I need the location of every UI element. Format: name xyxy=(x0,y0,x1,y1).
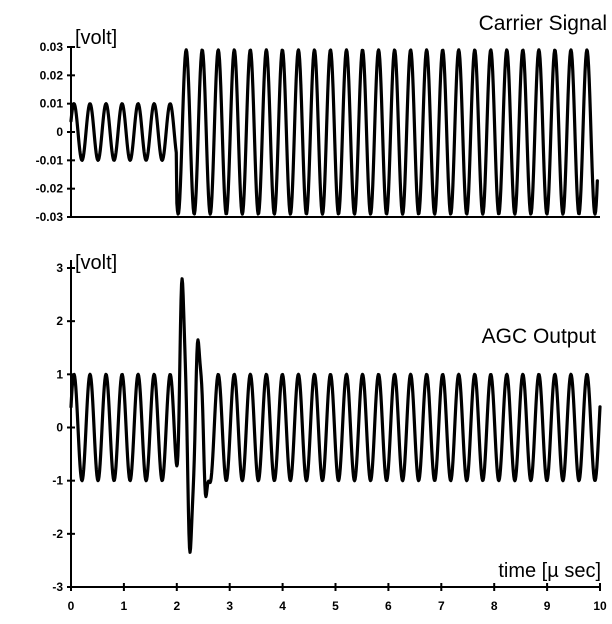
x-axis-label: time [µ sec] xyxy=(498,560,601,582)
x-tick-label: 1 xyxy=(121,599,128,613)
top-y-tick-label: 0.02 xyxy=(40,68,64,82)
bottom-y-tick-label: -2 xyxy=(52,527,63,541)
bottom-y-ticks: 3 2 1 0 -1 -2 -3 xyxy=(52,261,75,594)
x-tick-label: 9 xyxy=(544,599,551,613)
x-tick-label: 3 xyxy=(226,599,233,613)
top-y-tick-label: -0.02 xyxy=(36,182,64,196)
x-tick-label: 0 xyxy=(68,599,75,613)
agc-output-title: AGC Output xyxy=(482,325,597,348)
x-tick-label: 8 xyxy=(491,599,498,613)
top-y-tick-label: 0.03 xyxy=(40,40,64,54)
carrier-signal-title: Carrier Signal xyxy=(479,12,607,35)
x-tick-label: 5 xyxy=(332,599,339,613)
top-y-tick-label: -0.03 xyxy=(36,210,64,224)
top-y-tick-label: 0 xyxy=(56,125,63,139)
agc-output-trace xyxy=(69,277,602,554)
carrier-signal-chart: Carrier Signal [volt] 0.03 0.02 0.01 0 -0.01… xyxy=(36,12,607,224)
bottom-y-tick-label: 3 xyxy=(56,261,63,275)
bottom-y-unit-label: [volt] xyxy=(75,252,117,274)
x-tick-label: 10 xyxy=(593,599,607,613)
top-y-unit-label: [volt] xyxy=(75,27,117,49)
top-y-ticks: 0.03 0.02 0.01 0 -0.01 -0.02 -0.03 xyxy=(36,40,75,224)
carrier-signal-trace xyxy=(69,48,599,216)
bottom-y-tick-label: -1 xyxy=(52,474,63,488)
bottom-y-tick-label: 0 xyxy=(56,421,63,435)
x-tick-label: 7 xyxy=(438,599,445,613)
bottom-y-tick-label: 1 xyxy=(56,367,63,381)
bottom-x-ticks: 0 1 2 3 4 5 6 7 8 9 10 xyxy=(68,583,607,613)
top-y-tick-label: 0.01 xyxy=(40,97,64,111)
agc-output-chart: AGC Output [volt] time [µ sec] 3210-1-2-… xyxy=(52,252,607,613)
x-tick-label: 6 xyxy=(385,599,392,613)
x-tick-label: 2 xyxy=(173,599,180,613)
x-tick-label: 4 xyxy=(279,599,286,613)
top-y-tick-label: -0.01 xyxy=(36,153,64,167)
bottom-y-tick-label: 2 xyxy=(56,314,63,328)
bottom-y-tick-label: -3 xyxy=(52,580,63,594)
